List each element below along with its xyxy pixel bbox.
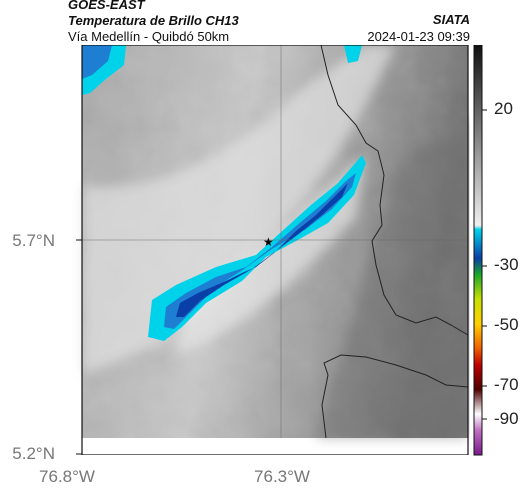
brand-label: SIATA	[432, 12, 470, 27]
timestamp: 2024-01-23 09:39	[367, 29, 470, 44]
product-title: Temperatura de Brillo CH13	[68, 13, 239, 28]
brightness-temperature-map: ★	[76, 45, 469, 455]
lat-tick-5.2: 5.2°N	[12, 444, 55, 463]
cbar-tick-minus30: -30	[494, 255, 519, 274]
region-subtitle: Vía Medellín - Quibdó 50km	[68, 29, 230, 44]
coastline	[320, 45, 469, 336]
lon-tick-76.8: 76.8°W	[39, 467, 95, 486]
cbar-tick-minus70: -70	[494, 375, 519, 394]
station-star-icon[interactable]: ★	[263, 235, 274, 249]
satellite-title: GOES-EAST	[68, 0, 145, 12]
cbar-tick-minus50: -50	[494, 315, 519, 334]
lon-tick-76.3: 76.3°W	[254, 467, 310, 486]
map-frame	[81, 45, 469, 455]
lat-tick-5.7: 5.7°N	[12, 231, 55, 250]
border-line	[321, 354, 469, 439]
cbar-tick-minus90: -90	[494, 409, 519, 428]
cbar-tick-20: 20	[494, 99, 513, 118]
colorbar	[473, 45, 487, 456]
